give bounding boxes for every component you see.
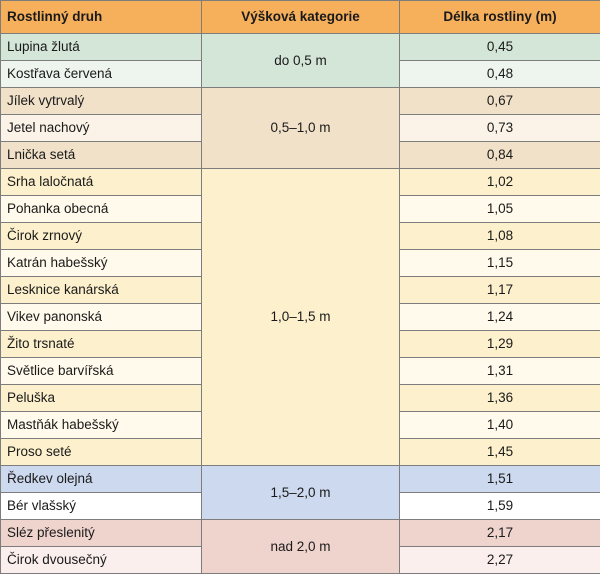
plant-length-cell: 1,59: [399, 492, 600, 520]
table-row: Lnička setá 0,84: [0, 141, 600, 169]
table-row: Katrán habešský 1,15: [0, 249, 600, 277]
plant-name-cell: Žito trsnaté: [0, 330, 202, 358]
height-category-cell: 0,5–1,0 m: [201, 87, 400, 169]
table-row: Sléz přeslenitý nad 2,0 m 2,17: [0, 519, 600, 574]
table-row: Čirok zrnový 1,08: [0, 222, 600, 250]
plant-length-cell: 1,15: [399, 249, 600, 277]
plant-name-cell: Čirok zrnový: [0, 222, 202, 250]
plant-length-cell: 1,45: [399, 438, 600, 466]
plant-name-cell: Pohanka obecná: [0, 195, 202, 223]
header-plant-length: Délka rostliny (m): [399, 0, 600, 34]
plant-length-cell: 0,45: [399, 33, 600, 61]
table-body: Lupina žlutá do 0,5 m 0,45 Kostřava červená…: [0, 33, 600, 574]
plant-length-cell: 1,24: [399, 303, 600, 331]
plant-name-cell: Světlice barvířská: [0, 357, 202, 385]
plant-length-cell: 1,08: [399, 222, 600, 250]
table-row: Proso seté 1,45: [0, 438, 600, 466]
plant-name-cell: Jílek vytrvalý: [0, 87, 202, 115]
header-plant-species: Rostlinný druh: [0, 0, 202, 34]
table-row: Ředkev olejná 1,5–2,0 m 1,51: [0, 465, 600, 520]
table-row: Světlice barvířská 1,31: [0, 357, 600, 385]
plant-length-cell: 1,51: [399, 465, 600, 493]
plant-length-cell: 1,17: [399, 276, 600, 304]
height-category-cell: 1,0–1,5 m: [201, 168, 400, 466]
plant-name-cell: Mastňák habešský: [0, 411, 202, 439]
plant-length-cell: 1,40: [399, 411, 600, 439]
table-row: Čirok dvousečný 2,27: [0, 546, 600, 574]
plant-length-cell: 0,73: [399, 114, 600, 142]
plant-name-cell: Sléz přeslenitý: [0, 519, 202, 547]
plant-length-cell: 2,17: [399, 519, 600, 547]
plant-length-cell: 1,05: [399, 195, 600, 223]
plant-name-cell: Peluška: [0, 384, 202, 412]
plant-name-cell: Proso seté: [0, 438, 202, 466]
plant-length-cell: 1,02: [399, 168, 600, 196]
plant-length-cell: 0,67: [399, 87, 600, 115]
table-row: Srha laločnatá 1,0–1,5 m 1,02: [0, 168, 600, 466]
table-row: Lupina žlutá do 0,5 m 0,45: [0, 33, 600, 88]
plant-name-cell: Kostřava červená: [0, 60, 202, 88]
plant-length-cell: 1,36: [399, 384, 600, 412]
table-row: Lesknice kanárská 1,17: [0, 276, 600, 304]
plant-name-cell: Ředkev olejná: [0, 465, 202, 493]
height-category-cell: nad 2,0 m: [201, 519, 400, 574]
plant-name-cell: Čirok dvousečný: [0, 546, 202, 574]
plant-length-cell: 1,31: [399, 357, 600, 385]
header-row: Rostlinný druh Výšková kategorie Délka r…: [0, 0, 600, 34]
height-category-cell: 1,5–2,0 m: [201, 465, 400, 520]
plant-name-cell: Vikev panonská: [0, 303, 202, 331]
plant-name-cell: Srha laločnatá: [0, 168, 202, 196]
plant-length-cell: 0,48: [399, 60, 600, 88]
table-row: Peluška 1,36: [0, 384, 600, 412]
plant-length-cell: 2,27: [399, 546, 600, 574]
table-row: Vikev panonská 1,24: [0, 303, 600, 331]
plant-name-cell: Bér vlašský: [0, 492, 202, 520]
plant-name-cell: Lesknice kanárská: [0, 276, 202, 304]
plant-name-cell: Lnička setá: [0, 141, 202, 169]
plant-length-cell: 1,29: [399, 330, 600, 358]
table-row: Mastňák habešský 1,40: [0, 411, 600, 439]
table-row: Jílek vytrvalý 0,5–1,0 m 0,67: [0, 87, 600, 169]
plant-name-cell: Jetel nachový: [0, 114, 202, 142]
table-row: Pohanka obecná 1,05: [0, 195, 600, 223]
plant-name-cell: Katrán habešský: [0, 249, 202, 277]
header-height-category: Výšková kategorie: [201, 0, 400, 34]
plant-name-cell: Lupina žlutá: [0, 33, 202, 61]
plant-length-cell: 0,84: [399, 141, 600, 169]
height-category-cell: do 0,5 m: [201, 33, 400, 88]
